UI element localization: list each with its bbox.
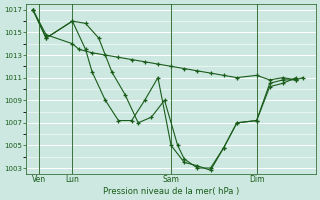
X-axis label: Pression niveau de la mer( hPa ): Pression niveau de la mer( hPa ) [103, 187, 239, 196]
